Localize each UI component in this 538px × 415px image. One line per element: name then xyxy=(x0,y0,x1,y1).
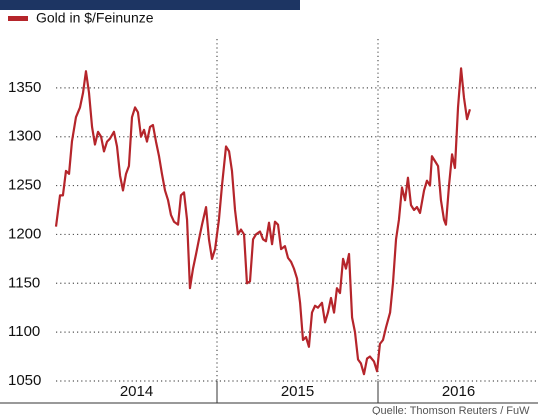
y-tick-label: 1200 xyxy=(8,225,41,242)
line-series xyxy=(54,67,471,376)
y-tick-label: 1250 xyxy=(8,177,41,194)
source: Quelle: Thomson Reuters / FuW xyxy=(372,405,530,415)
legend-label: Gold in $/Feinunze xyxy=(36,10,154,26)
x-tick-label: 2015 xyxy=(281,383,314,400)
y-tick-label: 1100 xyxy=(8,323,40,340)
y-tick-label: 1300 xyxy=(8,128,41,145)
y-tick-label: 1050 xyxy=(8,372,41,389)
legend-swatch xyxy=(8,16,28,21)
y-tick-label: 1350 xyxy=(8,79,41,96)
header-bar xyxy=(0,0,300,10)
x-tick-label: 2014 xyxy=(120,383,153,400)
x-tick-label: 2016 xyxy=(442,383,475,400)
y-tick-label: 1150 xyxy=(8,274,40,291)
